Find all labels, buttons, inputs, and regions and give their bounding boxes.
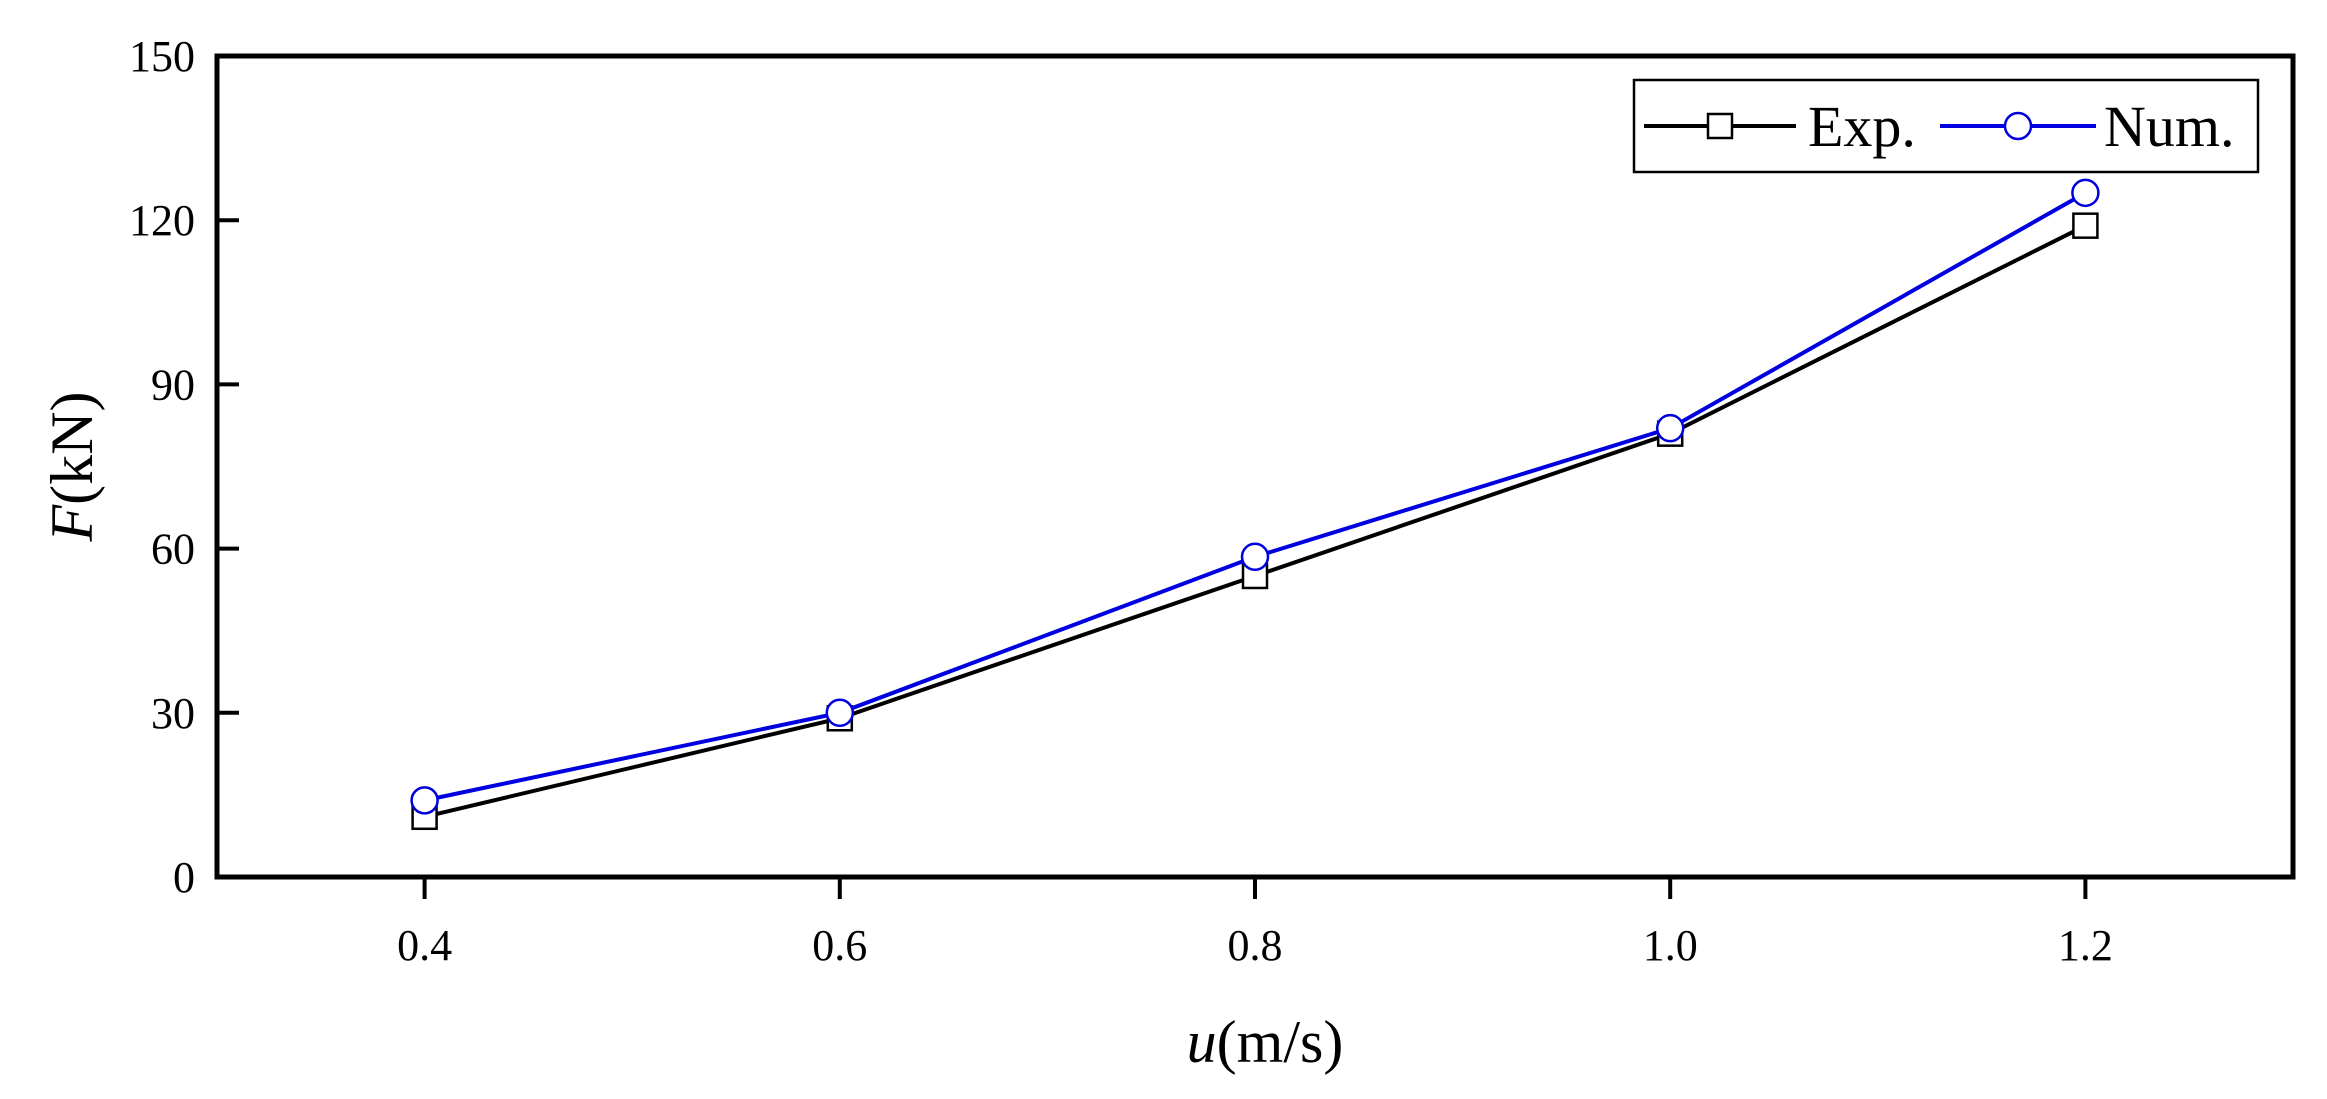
y-axis-variable: F <box>39 503 105 542</box>
legend-marker <box>2003 111 2033 141</box>
legend-entry: Exp. <box>1644 94 1916 159</box>
series-layer <box>410 178 2100 831</box>
y-tick-label: 30 <box>151 689 195 738</box>
y-axis-label: F(kN) <box>39 392 105 543</box>
series-line <box>424 223 2087 819</box>
x-tick-label: 1.2 <box>2058 921 2113 970</box>
data-point <box>825 698 855 728</box>
data-point <box>1240 542 1270 572</box>
x-tick-label: 0.6 <box>812 921 867 970</box>
x-axis-ticks: 0.4 0.6 0.8 1.0 1.2 <box>397 877 2113 970</box>
x-tick-label: 0.8 <box>1228 921 1283 970</box>
legend-entry: Num. <box>1940 94 2235 159</box>
y-tick-label: 0 <box>173 853 195 902</box>
y-tick-label: 120 <box>129 196 195 245</box>
x-axis-label: u(m/s) <box>1187 1009 1344 1075</box>
y-tick-label: 60 <box>151 525 195 574</box>
legend: Exp. Num. <box>1632 78 2260 174</box>
x-axis-unit: (m/s) <box>1217 1009 1344 1075</box>
series-num <box>410 178 2100 815</box>
y-axis-ticks: 0 30 60 90 120 150 <box>129 32 239 902</box>
series-line <box>424 191 2087 803</box>
x-axis-variable: u <box>1187 1009 1217 1075</box>
data-point <box>2072 212 2099 239</box>
legend-label: Exp. <box>1808 94 1916 159</box>
series-exp <box>411 212 2099 831</box>
plot-frame <box>214 53 2296 880</box>
data-point <box>410 786 439 815</box>
legend-marker <box>1706 112 1734 140</box>
x-tick-label: 1.0 <box>1643 921 1698 970</box>
legend-label: Num. <box>2104 94 2235 159</box>
y-tick-label: 90 <box>151 360 195 409</box>
x-tick-label: 0.4 <box>397 921 452 970</box>
y-tick-label: 150 <box>129 32 195 81</box>
y-axis-unit: (kN) <box>39 392 105 505</box>
data-point <box>2071 178 2100 208</box>
data-point <box>1655 413 1685 443</box>
